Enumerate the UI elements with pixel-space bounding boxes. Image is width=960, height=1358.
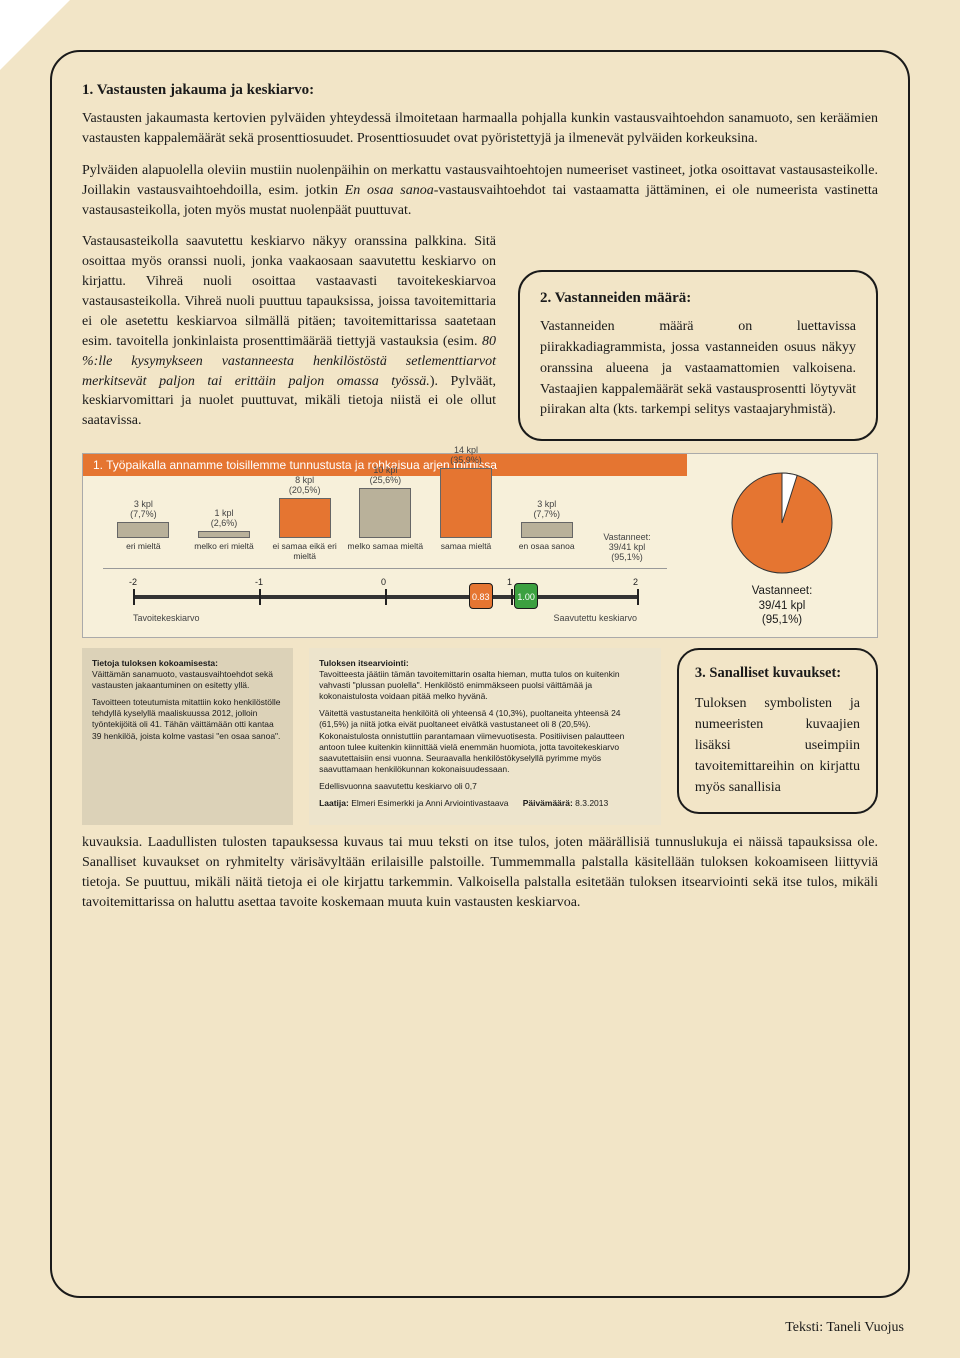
chart-divider [103, 568, 667, 569]
section3-lead: Tuloksen symbolisten ja numeeristen kuva… [695, 693, 860, 798]
bar-rect [521, 522, 573, 538]
bar-column: 14 kpl(35,9%) samaa mieltä [426, 445, 507, 563]
scale-tick [133, 589, 135, 605]
continuation-text: kuvauksia. Laadullisten tulosten tapauks… [82, 833, 878, 914]
bar-category-label: samaa mieltä [441, 542, 492, 562]
info2-p1: Tavoitteesta jäätiin tämän tavoitemittar… [319, 669, 620, 701]
scale-tick-label: -2 [129, 577, 137, 587]
vastanneet-text: Vastanneet:39/41 kpl(95,1%) [603, 532, 650, 562]
main-content-frame: 1. Vastausten jakauma ja keskiarvo: Vast… [50, 50, 910, 1298]
info2-title: Tuloksen itsearviointi: [319, 658, 409, 668]
chart-main: 1. Työpaikalla annamme toisillemme tunnu… [83, 454, 687, 637]
scale-tick [259, 589, 261, 605]
bar-value-label: 8 kpl(20,5%) [289, 475, 321, 497]
bar-rect [198, 531, 250, 538]
section1-p2-italic: En osaa sanoa [345, 183, 434, 198]
info2-author-label: Laatija: [319, 798, 349, 808]
section3-title: 3. Sanalliset kuvaukset: [695, 664, 860, 683]
bar-value-label: 3 kpl(7,7%) [130, 499, 157, 521]
info1-p1: Väittämän sanamuoto, vastausvaihtoehdot … [92, 669, 273, 690]
bar-rect [359, 488, 411, 538]
scale-tick-label: 0 [381, 577, 386, 587]
bar-column: 10 kpl(25,6%) melko samaa mieltä [345, 465, 426, 563]
scale-tick-label: 2 [633, 577, 638, 587]
bars-container: 3 kpl(7,7%) eri mieltä 1 kpl(2,6%) melko er… [103, 486, 587, 562]
info2-date: 8.3.2013 [575, 798, 608, 808]
pie-panel: Vastanneet: 39/41 kpl (95,1%) [687, 454, 877, 637]
chart-figure: 1. Työpaikalla annamme toisillemme tunnu… [82, 453, 878, 638]
bar-rect [440, 468, 492, 538]
scale-tick [385, 589, 387, 605]
info2-author: Elmeri Esimerkki ja Anni Arviointivastaa… [351, 798, 508, 808]
section3-box: 3. Sanalliset kuvaukset: Tuloksen symbol… [677, 648, 878, 814]
section1-title: 1. Vastausten jakauma ja keskiarvo: [82, 82, 878, 99]
scale-tick-label: -1 [255, 577, 263, 587]
scale-tick-label: 1 [507, 577, 512, 587]
scale-achieved-handle: 0.83 [469, 583, 493, 609]
info1-title: Tietoja tuloksen kokoamisesta: [92, 658, 218, 668]
bar-rect [279, 498, 331, 538]
info1-p2: Tavoitteen toteutumista mitattiin koko h… [92, 697, 283, 741]
bars-wrap: 3 kpl(7,7%) eri mieltä 1 kpl(2,6%) melko er… [83, 476, 687, 568]
section1-p3: Vastausasteikolla saavutettu keskiarvo n… [82, 232, 496, 431]
bar-rect [117, 522, 169, 538]
section1-p1: Vastausten jakaumasta kertovien pylväide… [82, 109, 878, 149]
col-left: Vastausasteikolla saavutettu keskiarvo n… [82, 232, 496, 443]
bar-category-label: en osaa sanoa [519, 542, 575, 562]
bar-column: 8 kpl(20,5%) ei samaa eikä eri mieltä [264, 475, 345, 563]
info-col-collection: Tietoja tuloksen kokoamisesta:Väittämän … [82, 648, 293, 825]
col-right: 2. Vastanneiden määrä: Vastanneiden määr… [518, 232, 878, 443]
scale-label-left: Tavoitekeskiarvo [133, 613, 200, 623]
pie-c3: (95,1%) [762, 614, 802, 626]
bar-value-label: 14 kpl(35,9%) [450, 445, 482, 467]
info2-meta: Laatija: Elmeri Esimerkki ja Anni Arvioi… [319, 798, 651, 809]
info-columns: Tietoja tuloksen kokoamisesta:Väittämän … [82, 648, 878, 825]
section2-text: Vastanneiden määrä on luettavissa piirak… [540, 317, 856, 421]
two-column-row: Vastausasteikolla saavutettu keskiarvo n… [82, 232, 878, 443]
scale: -2-10121.000.83TavoitekeskiarvoSaavutett… [133, 579, 637, 623]
bar-column: 1 kpl(2,6%) melko eri mieltä [184, 508, 265, 563]
bar-value-label: 10 kpl(25,6%) [370, 465, 402, 487]
pie-caption: Vastanneet: 39/41 kpl (95,1%) [697, 584, 867, 627]
section2-title: 2. Vastanneiden määrä: [540, 290, 856, 307]
section2-box: 2. Vastanneiden määrä: Vastanneiden määr… [518, 270, 878, 441]
footer-credit: Teksti: Taneli Vuojus [785, 1320, 904, 1336]
pie-c2: 39/41 kpl [759, 600, 806, 612]
bar-value-label: 1 kpl(2,6%) [211, 508, 238, 530]
bar-column: 3 kpl(7,7%) eri mieltä [103, 499, 184, 563]
info2-p3: Edellisvuonna saavutettu keskiarvo oli 0… [319, 781, 651, 792]
pie-chart [727, 468, 837, 578]
bar-column: 3 kpl(7,7%) en osaa sanoa [506, 499, 587, 563]
bar-category-label: ei samaa eikä eri mieltä [264, 542, 345, 562]
bar-category-label: melko samaa mieltä [348, 542, 424, 562]
info2-p2: Väitettä vastustaneita henkilöitä oli yh… [319, 708, 651, 774]
info-col-selfeval: Tuloksen itsearviointi:Tavoitteesta jäät… [309, 648, 661, 825]
scale-tick [511, 589, 513, 605]
scale-target-handle: 1.00 [514, 583, 538, 609]
section1-p2: Pylväiden alapuolella oleviin mustiin nu… [82, 161, 878, 221]
scale-label-right: Saavutettu keskiarvo [553, 613, 637, 623]
info2-date-label: Päivämäärä: [523, 798, 573, 808]
info-col-section3: 3. Sanalliset kuvaukset: Tuloksen symbol… [677, 648, 878, 825]
bar-category-label: melko eri mieltä [194, 542, 254, 562]
section1-p3a: Vastausasteikolla saavutettu keskiarvo n… [82, 234, 496, 348]
bar-value-label: 3 kpl(7,7%) [533, 499, 560, 521]
scale-tick [637, 589, 639, 605]
bar-category-label: eri mieltä [126, 542, 160, 562]
pie-c1: Vastanneet: [752, 585, 813, 597]
